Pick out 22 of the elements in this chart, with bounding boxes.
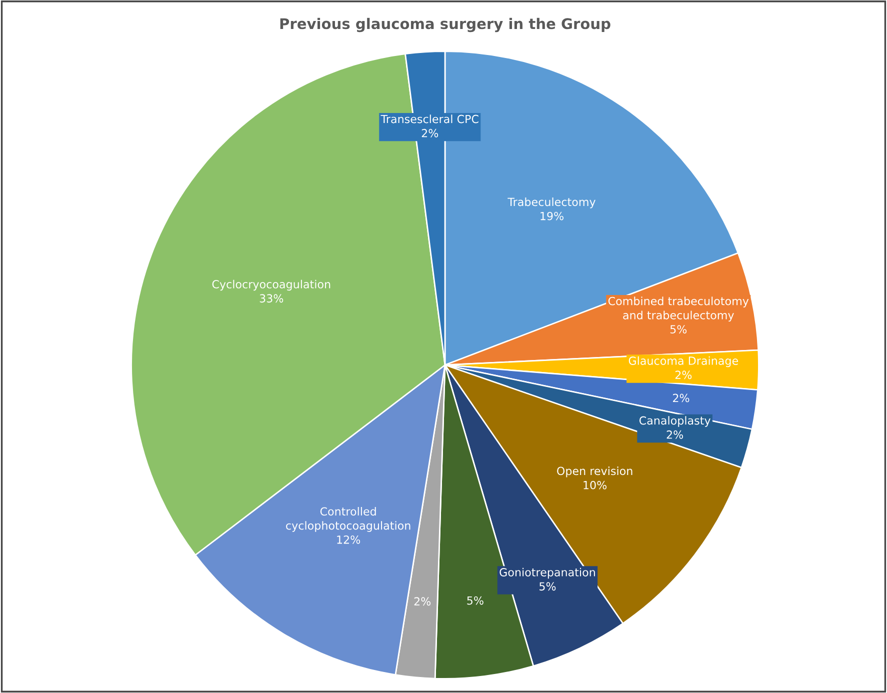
- slice-label: Controlled cyclophotocoagulation: [286, 506, 410, 532]
- data-label: 5%: [467, 596, 484, 605]
- data-label: 2%: [673, 394, 690, 402]
- chart-title: Previous glaucoma surgery in the Group: [280, 18, 610, 32]
- slice-label: Goniotrepanation: [500, 568, 595, 579]
- data-label: 12%: [337, 535, 360, 544]
- slice-label: Combined trabeculotomy and trabeculectomy: [608, 296, 749, 322]
- slice-label: Open revision: [557, 466, 632, 478]
- data-label: 2%: [422, 128, 438, 138]
- data-label: 33%: [260, 294, 284, 303]
- data-label: 2%: [675, 370, 692, 380]
- data-label: 10%: [584, 480, 607, 490]
- data-label: 5%: [540, 582, 556, 591]
- data-label: 2%: [666, 430, 684, 439]
- slice-label: Cyclocryocoagulation: [212, 280, 330, 291]
- data-label: 5%: [670, 325, 687, 334]
- data-label: 2%: [414, 597, 431, 606]
- slice-label: Canaloplasty: [639, 416, 710, 427]
- slice-label: Trabeculectomy: [508, 198, 596, 208]
- data-label: 19%: [540, 212, 564, 220]
- slice-label: Transescleral CPC: [380, 114, 478, 124]
- slice-label: Glaucoma Drainage: [628, 356, 738, 368]
